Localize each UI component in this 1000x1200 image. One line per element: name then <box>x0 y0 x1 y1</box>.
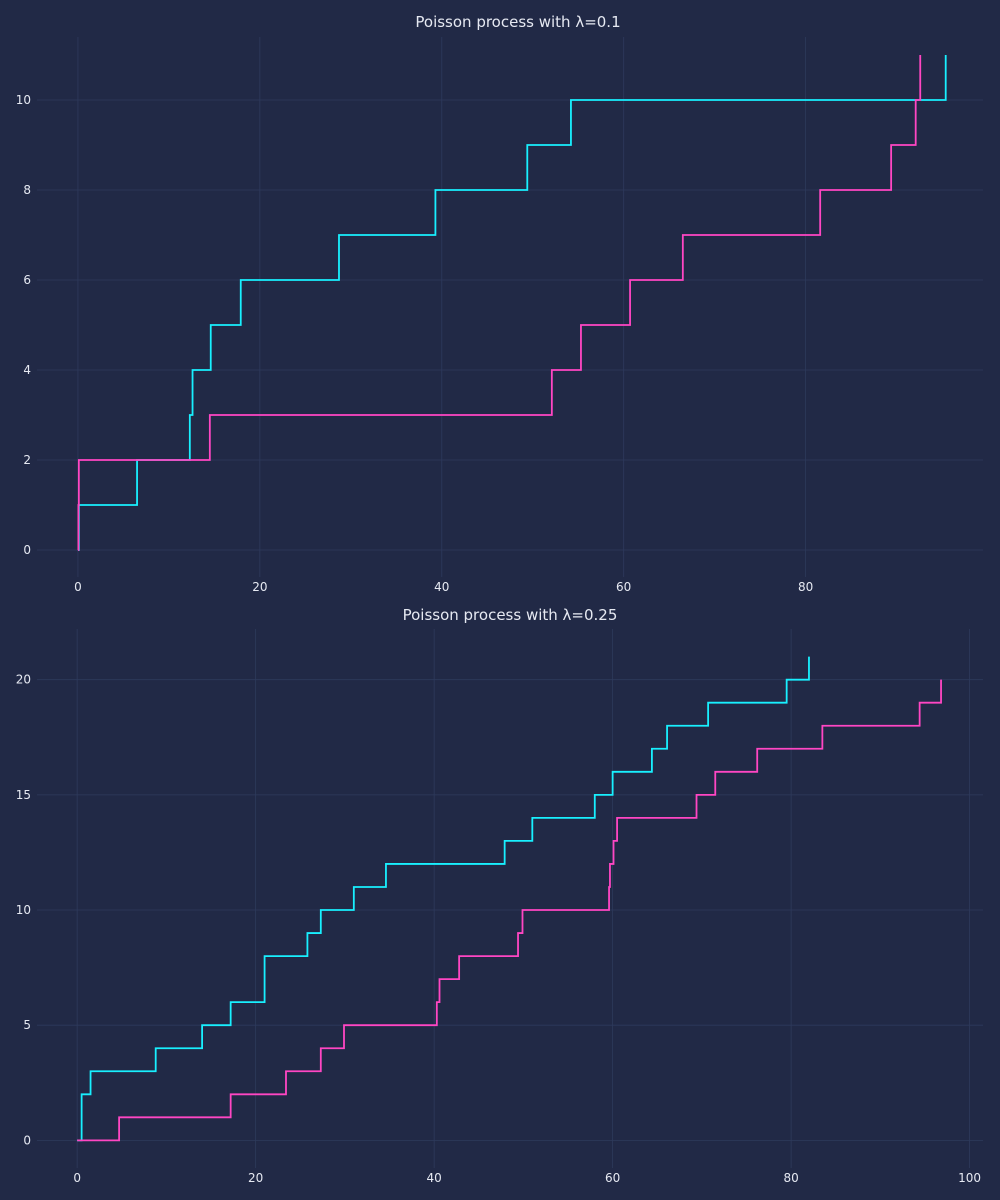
y-tick-label: 15 <box>16 788 31 802</box>
x-tick-label: 80 <box>798 580 813 594</box>
series-line-1 <box>77 55 947 551</box>
y-tick-label: 8 <box>23 183 31 197</box>
y-tick-label: 10 <box>16 903 31 917</box>
y-tick-label: 10 <box>16 93 31 107</box>
x-tick-label: 100 <box>958 1171 981 1185</box>
y-tick-label: 6 <box>23 273 31 287</box>
x-tick-label: 80 <box>783 1171 798 1185</box>
y-tick-label: 0 <box>23 543 31 557</box>
series-group <box>77 656 942 1142</box>
series-line-2 <box>77 679 942 1142</box>
grid <box>37 629 983 1168</box>
chart-title: Poisson process with λ=0.25 <box>403 606 618 624</box>
y-tick-label: 0 <box>23 1133 31 1147</box>
series-line-2 <box>77 55 922 551</box>
grid <box>37 37 983 577</box>
chart-title: Poisson process with λ=0.1 <box>415 13 620 31</box>
x-tick-label: 40 <box>434 580 449 594</box>
series-group <box>77 55 947 551</box>
tick-labels: 0 20 40 60 80 100 0 5 10 15 20 <box>16 673 981 1185</box>
tick-labels: 0 20 40 60 80 0 2 4 6 8 10 <box>16 93 814 594</box>
chart-panel-lambda-0.25: Poisson process with λ=0.25 0 20 40 60 80 100… <box>16 606 983 1185</box>
y-tick-label: 5 <box>23 1018 31 1032</box>
x-tick-label: 0 <box>73 1171 81 1185</box>
series-line-1 <box>77 656 810 1142</box>
x-tick-label: 20 <box>248 1171 263 1185</box>
x-tick-label: 0 <box>74 580 82 594</box>
y-tick-label: 4 <box>23 363 31 377</box>
x-tick-label: 60 <box>605 1171 620 1185</box>
y-tick-label: 2 <box>23 453 31 467</box>
y-tick-label: 20 <box>16 673 31 687</box>
x-tick-label: 20 <box>252 580 267 594</box>
x-tick-label: 40 <box>427 1171 442 1185</box>
x-tick-label: 60 <box>616 580 631 594</box>
chart-panel-lambda-0.1: Poisson process with λ=0.1 0 20 40 60 80 0 2 4 6… <box>16 13 983 594</box>
